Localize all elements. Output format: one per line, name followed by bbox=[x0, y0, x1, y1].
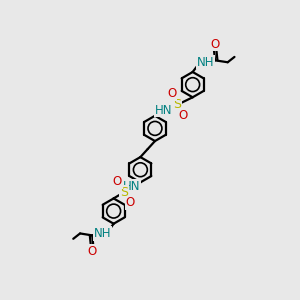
Text: NH: NH bbox=[196, 56, 214, 69]
Text: O: O bbox=[113, 175, 122, 188]
Text: O: O bbox=[210, 38, 220, 51]
Text: O: O bbox=[178, 109, 188, 122]
Text: HN: HN bbox=[155, 103, 172, 117]
Text: NH: NH bbox=[94, 227, 111, 240]
Text: HN: HN bbox=[123, 180, 140, 193]
Text: O: O bbox=[88, 245, 97, 258]
Text: S: S bbox=[120, 186, 128, 199]
Text: O: O bbox=[167, 87, 177, 100]
Text: S: S bbox=[174, 98, 182, 111]
Text: O: O bbox=[125, 196, 135, 209]
